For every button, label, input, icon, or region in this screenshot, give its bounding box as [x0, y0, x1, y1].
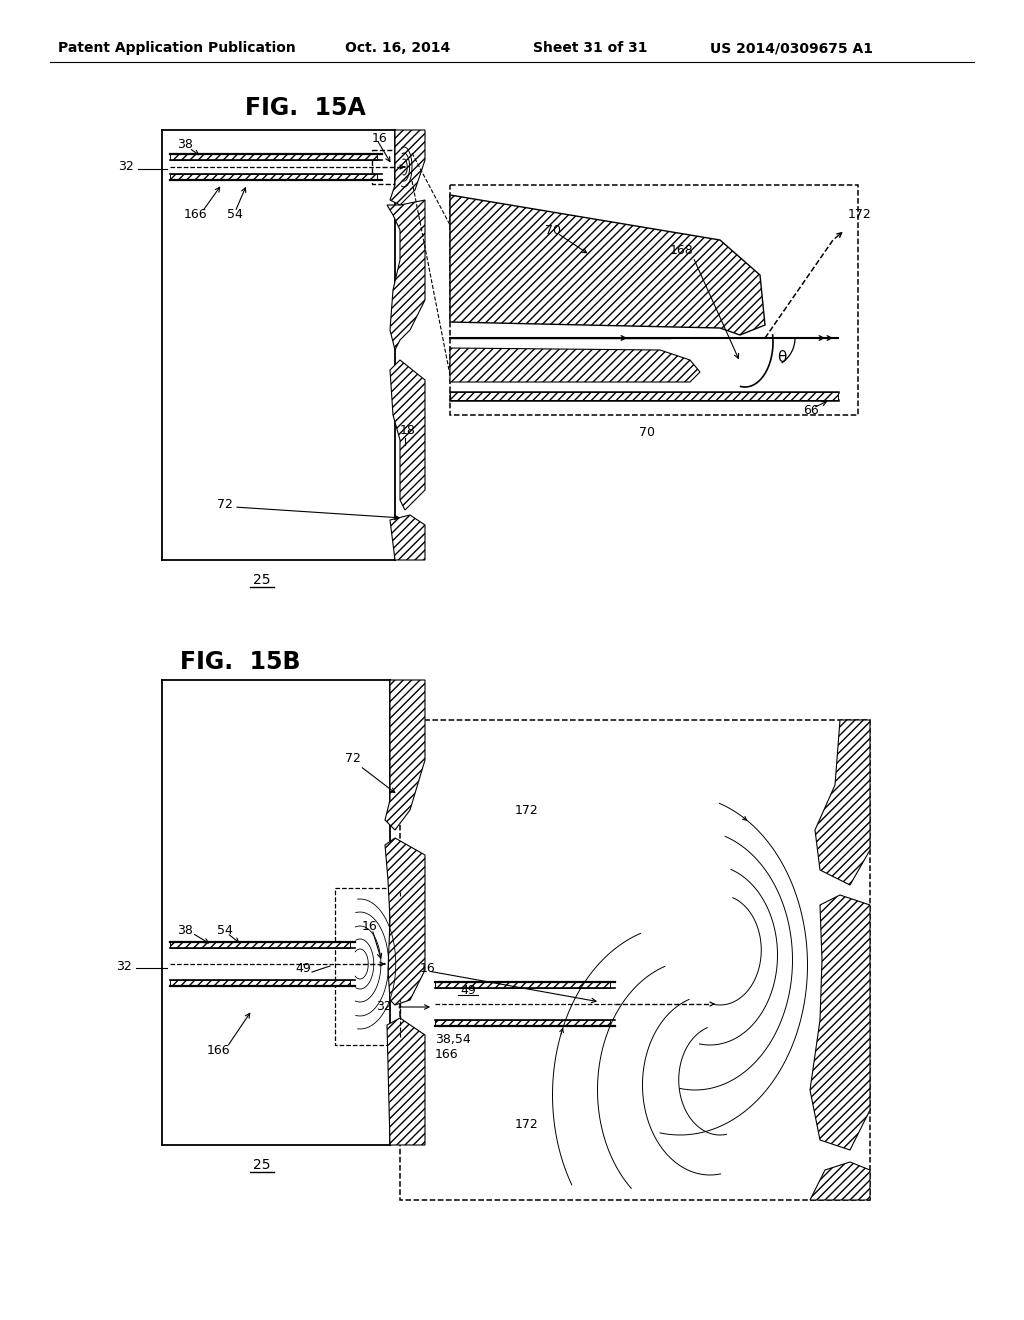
Text: 166: 166 [184, 207, 208, 220]
Text: 172: 172 [515, 1118, 539, 1131]
Text: 25: 25 [253, 1158, 270, 1172]
Text: 172: 172 [848, 209, 871, 222]
Text: 49: 49 [460, 983, 476, 997]
Text: 18: 18 [400, 424, 416, 437]
Bar [335, 888, 400, 1045]
Polygon shape [170, 979, 350, 986]
Text: Sheet 31 of 31: Sheet 31 of 31 [534, 41, 647, 55]
Text: FIG.  15A: FIG. 15A [245, 96, 366, 120]
Text: 168: 168 [670, 243, 693, 256]
Text: 66: 66 [803, 404, 819, 417]
Text: 54: 54 [227, 207, 243, 220]
Polygon shape [170, 154, 377, 160]
Bar [450, 185, 858, 414]
Polygon shape [810, 895, 870, 1150]
Polygon shape [385, 838, 425, 1005]
Text: Patent Application Publication: Patent Application Publication [58, 41, 296, 55]
Text: 38: 38 [177, 924, 193, 936]
Text: 38: 38 [177, 139, 193, 152]
Text: 172: 172 [515, 804, 539, 817]
Polygon shape [450, 348, 700, 381]
Polygon shape [390, 515, 425, 560]
Text: 72: 72 [345, 751, 360, 764]
Text: 72: 72 [217, 499, 232, 511]
Text: 16: 16 [420, 961, 436, 974]
Text: US 2014/0309675 A1: US 2014/0309675 A1 [710, 41, 873, 55]
Text: Oct. 16, 2014: Oct. 16, 2014 [345, 41, 451, 55]
Polygon shape [435, 1020, 610, 1026]
Text: 38,54: 38,54 [435, 1034, 471, 1047]
Text: 32: 32 [376, 999, 392, 1012]
Text: 32: 32 [118, 161, 134, 173]
Text: 32: 32 [117, 960, 132, 973]
Polygon shape [390, 129, 425, 205]
Polygon shape [387, 1018, 425, 1144]
Text: 54: 54 [217, 924, 232, 936]
Polygon shape [390, 360, 425, 510]
Text: 25: 25 [253, 573, 270, 587]
Text: 166: 166 [207, 1044, 230, 1056]
Text: 70: 70 [545, 223, 561, 236]
Text: 16: 16 [362, 920, 378, 932]
Polygon shape [170, 942, 350, 948]
Text: 70: 70 [639, 426, 655, 440]
Polygon shape [450, 392, 838, 400]
Polygon shape [815, 719, 870, 884]
Polygon shape [435, 982, 610, 987]
Text: 166: 166 [435, 1048, 459, 1061]
Text: 49: 49 [295, 962, 310, 975]
Text: 16: 16 [372, 132, 388, 144]
Text: θ: θ [777, 351, 786, 366]
Polygon shape [170, 174, 377, 180]
Polygon shape [387, 201, 425, 350]
Bar [372, 150, 412, 183]
Polygon shape [385, 680, 425, 830]
Polygon shape [450, 195, 765, 335]
Polygon shape [810, 1162, 870, 1200]
Bar [400, 719, 870, 1200]
Text: FIG.  15B: FIG. 15B [180, 649, 300, 675]
